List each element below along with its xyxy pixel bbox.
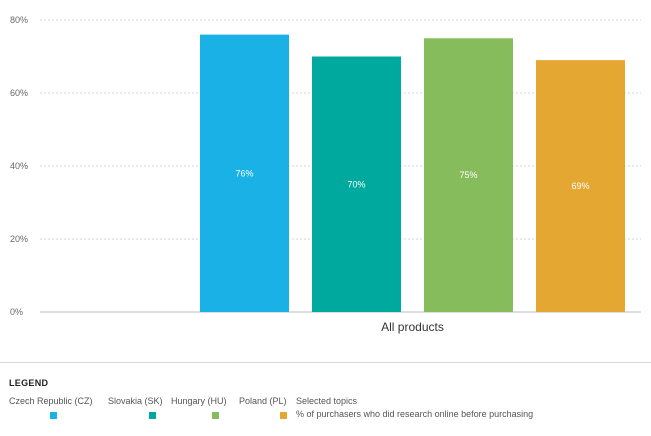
bar-data-label: 75% [459,170,477,180]
x-category-label: All products [381,320,444,334]
bar-3 [536,60,625,313]
y-tick-label: 0% [10,307,23,317]
legend-swatch-cz [50,412,57,419]
legend-item-hu[interactable]: Hungary (HU) [171,396,227,419]
legend-swatch-pl [280,412,287,419]
bar-0 [200,34,289,312]
legend-swatch-hu [212,412,219,419]
y-tick-label: 60% [10,88,28,98]
y-tick-label: 80% [10,15,28,25]
selected-topics-description: % of purchasers who did research online … [296,409,534,419]
legend-label-cz: Czech Republic (CZ) [9,396,93,406]
legend-item-cz[interactable]: Czech Republic (CZ) [9,396,93,419]
legend-divider [0,362,651,363]
bars: 76% 70% 75% 69% [200,34,625,313]
legend-swatch-sk [149,412,156,419]
legend-label-sk: Slovakia (SK) [108,396,163,406]
legend: LEGEND Czech Republic (CZ) Slovakia (SK)… [9,372,639,436]
selected-topics: Selected topics % of purchasers who did … [296,396,533,419]
legend-title: LEGEND [9,378,49,388]
bar-chart: 0% 20% 40% 60% 80% 76% 70% 75% 69% All products [10,15,641,334]
legend-item-pl[interactable]: Poland (PL) [239,396,287,419]
y-axis-ticks: 0% 20% 40% 60% 80% [10,15,28,317]
bar-data-label: 70% [347,179,365,189]
y-tick-label: 40% [10,161,28,171]
selected-topics-title: Selected topics [296,396,358,406]
bar-2 [424,38,513,312]
x-axis-labels: All products [381,320,444,334]
bar-data-label: 69% [571,181,589,191]
legend-row: Czech Republic (CZ) Slovakia (SK) Hungar… [9,396,639,436]
legend-label-hu: Hungary (HU) [171,396,227,406]
bar-1 [312,56,401,312]
legend-item-sk[interactable]: Slovakia (SK) [108,396,163,419]
legend-label-pl: Poland (PL) [239,396,287,406]
y-tick-label: 20% [10,234,28,244]
bar-data-label: 76% [235,168,253,178]
